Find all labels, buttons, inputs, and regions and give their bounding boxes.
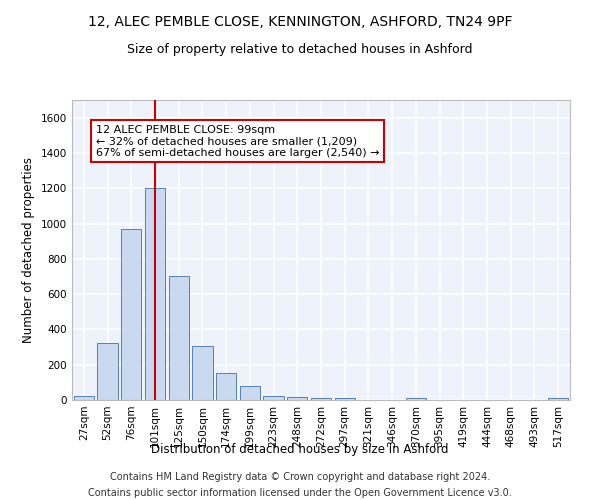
Bar	[406, 398, 426, 400]
Text: Contains HM Land Registry data © Crown copyright and database right 2024.: Contains HM Land Registry data © Crown c…	[110, 472, 490, 482]
Bar	[240, 386, 260, 400]
Bar	[287, 398, 307, 400]
Bar	[311, 398, 331, 400]
Text: Contains public sector information licensed under the Open Government Licence v3: Contains public sector information licen…	[88, 488, 512, 498]
Bar	[263, 396, 284, 400]
Bar	[145, 188, 165, 400]
Bar	[97, 342, 118, 400]
Bar	[335, 398, 355, 400]
Bar	[216, 372, 236, 400]
Bar	[121, 229, 142, 400]
Bar	[193, 346, 212, 400]
Text: 12, ALEC PEMBLE CLOSE, KENNINGTON, ASHFORD, TN24 9PF: 12, ALEC PEMBLE CLOSE, KENNINGTON, ASHFO…	[88, 15, 512, 29]
Text: Distribution of detached houses by size in Ashford: Distribution of detached houses by size …	[151, 442, 449, 456]
Bar	[74, 396, 94, 400]
Bar	[169, 276, 189, 400]
Y-axis label: Number of detached properties: Number of detached properties	[22, 157, 35, 343]
Text: 12 ALEC PEMBLE CLOSE: 99sqm
← 32% of detached houses are smaller (1,209)
67% of : 12 ALEC PEMBLE CLOSE: 99sqm ← 32% of det…	[96, 124, 379, 158]
Bar	[548, 398, 568, 400]
Text: Size of property relative to detached houses in Ashford: Size of property relative to detached ho…	[127, 42, 473, 56]
